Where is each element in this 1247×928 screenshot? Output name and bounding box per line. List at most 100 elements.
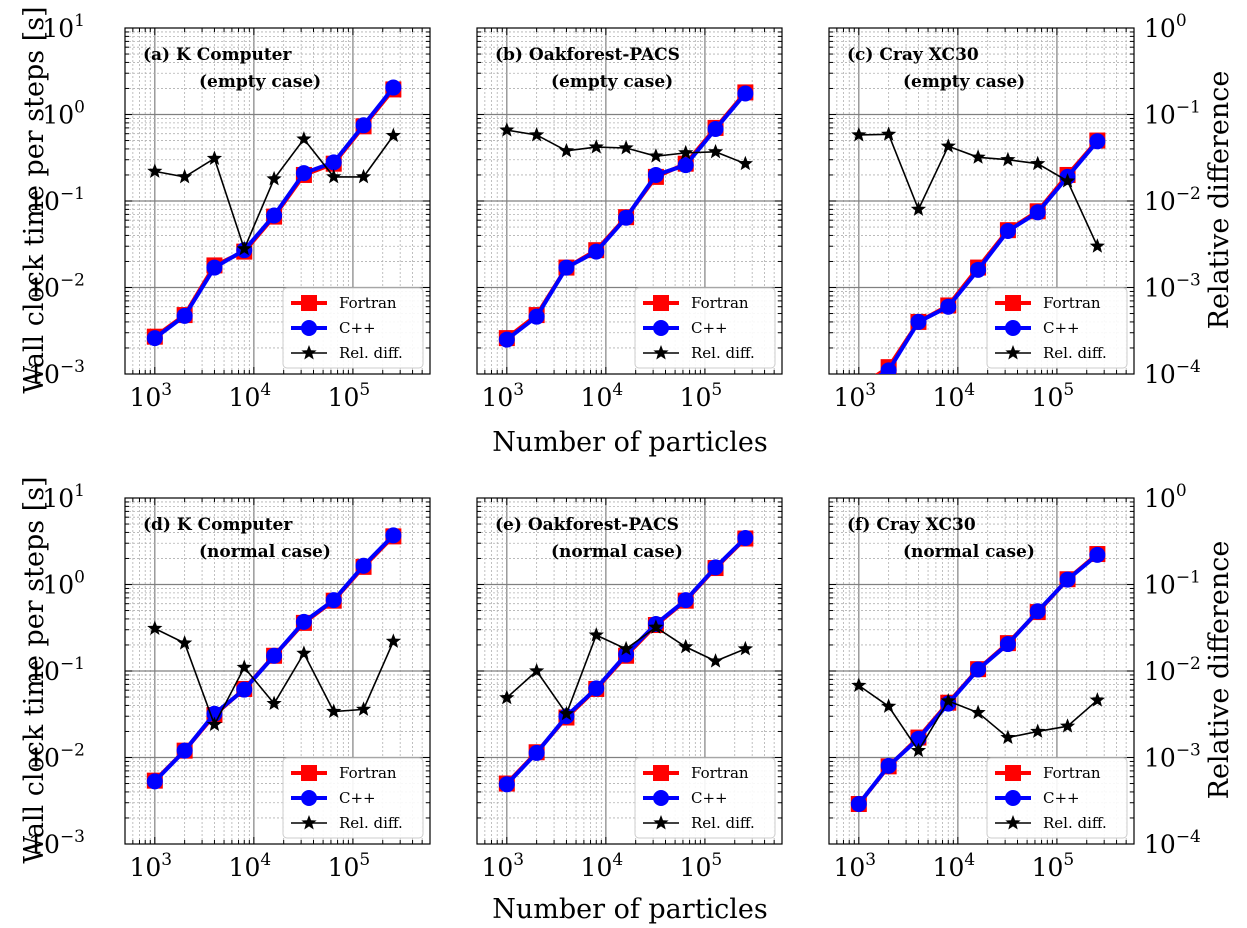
reldiff-point bbox=[558, 142, 575, 158]
reldiff-point bbox=[1030, 723, 1046, 738]
reldiff-point bbox=[355, 168, 372, 184]
panel-subtitle: (normal case) bbox=[551, 542, 683, 562]
plot-area bbox=[850, 546, 1106, 813]
reldiff-point bbox=[678, 144, 694, 160]
legend-entry: Rel. diff. bbox=[643, 814, 755, 832]
legend-entry: Fortran bbox=[643, 764, 749, 782]
cpp-point bbox=[1089, 133, 1106, 150]
legend-marker bbox=[1005, 295, 1021, 311]
legend-marker bbox=[301, 790, 317, 806]
reldiff-point bbox=[499, 122, 515, 137]
cpp-point bbox=[558, 259, 575, 276]
legend-entry: C++ bbox=[643, 319, 728, 337]
panel-title: (e) Oakforest-PACS bbox=[495, 515, 679, 535]
reldiff-point bbox=[1089, 238, 1105, 253]
cpp-point bbox=[647, 166, 664, 183]
cpp-point bbox=[940, 298, 957, 315]
panel-title: (a) K Computer bbox=[143, 45, 292, 65]
x-axis-label-bottom: Number of particles bbox=[492, 894, 768, 925]
reldiff-point bbox=[385, 127, 401, 143]
series-reldiff bbox=[147, 620, 401, 732]
cpp-point bbox=[146, 773, 163, 790]
reldiff-point bbox=[1000, 729, 1016, 745]
legend-box bbox=[986, 757, 1128, 839]
x-tick-label: 103 bbox=[481, 850, 524, 882]
legend-label: Rel. diff. bbox=[691, 814, 755, 832]
panels: 103 104 105 10−3 10−2 10−1 100 101 (a) K Compute… bbox=[28, 11, 1201, 882]
reldiff-point bbox=[177, 635, 193, 650]
reldiff-point bbox=[266, 170, 282, 186]
x-tick-label: 105 bbox=[328, 380, 371, 412]
y-axis-label-right-bottom: Relative difference bbox=[1204, 541, 1235, 800]
reldiff-point bbox=[618, 139, 634, 155]
legend-entry: Fortran bbox=[643, 294, 749, 312]
cpp-point bbox=[707, 120, 724, 137]
cpp-point bbox=[385, 527, 402, 544]
x-tick-label: 104 bbox=[229, 850, 272, 882]
cpp-point bbox=[737, 85, 754, 102]
series-line bbox=[154, 627, 395, 727]
reldiff-point bbox=[707, 653, 724, 668]
cpp-point bbox=[266, 207, 283, 224]
y-tick-label: 100 bbox=[42, 568, 85, 600]
reldiff-point bbox=[648, 148, 664, 163]
legend-label: Rel. diff. bbox=[339, 344, 403, 362]
reldiff-point bbox=[881, 698, 897, 713]
legend-marker bbox=[653, 815, 669, 830]
reldiff-point bbox=[707, 143, 724, 159]
cpp-point bbox=[1029, 603, 1046, 620]
legend: Fortran C++ Rel. diff. bbox=[986, 757, 1128, 839]
legend-entry: Rel. diff. bbox=[291, 814, 403, 832]
y-tick-label: 101 bbox=[42, 481, 85, 513]
reldiff-point bbox=[236, 659, 252, 674]
cpp-point bbox=[385, 79, 402, 96]
legend-marker bbox=[301, 295, 317, 311]
legend-label: C++ bbox=[691, 319, 728, 337]
legend-entry: Rel. diff. bbox=[643, 344, 755, 362]
plot-area bbox=[146, 79, 402, 347]
legend-label: C++ bbox=[1043, 319, 1080, 337]
x-tick-label: 103 bbox=[481, 380, 524, 412]
y2-tick-label: 10−4 bbox=[1144, 827, 1201, 859]
legend-label: Fortran bbox=[691, 764, 749, 782]
legend-entry: Rel. diff. bbox=[995, 814, 1107, 832]
y2-tick-label: 10−3 bbox=[1144, 741, 1201, 773]
cpp-point bbox=[880, 362, 897, 374]
ticks bbox=[477, 497, 782, 845]
legend-box bbox=[282, 287, 424, 369]
y2-tick-label: 100 bbox=[1144, 481, 1187, 513]
legend-label: C++ bbox=[339, 319, 376, 337]
plot-area bbox=[146, 527, 402, 790]
legend: Fortran C++ Rel. diff. bbox=[634, 757, 776, 839]
x-tick-label: 103 bbox=[129, 380, 172, 412]
series-reldiff bbox=[147, 127, 401, 256]
cpp-point bbox=[999, 636, 1016, 653]
reldiff-point bbox=[206, 716, 223, 732]
reldiff-point bbox=[355, 701, 372, 716]
cpp-point bbox=[1059, 571, 1076, 588]
cpp-point bbox=[236, 681, 253, 698]
reldiff-point bbox=[881, 126, 897, 141]
panel-subtitle: (normal case) bbox=[199, 542, 331, 562]
reldiff-point bbox=[940, 138, 956, 153]
chart-panel-b: 103 104 105 (b) Oakforest-PACS (empty case) F… bbox=[476, 27, 783, 412]
x-tick-label: 105 bbox=[680, 850, 723, 882]
legend-marker bbox=[653, 345, 669, 360]
reldiff-point bbox=[970, 704, 986, 720]
series-c++ bbox=[878, 133, 1106, 374]
reldiff-point bbox=[529, 663, 545, 678]
y-tick-label: 10−3 bbox=[28, 357, 85, 389]
reldiff-point bbox=[851, 677, 867, 692]
reldiff-point bbox=[326, 703, 342, 718]
legend-marker bbox=[301, 815, 317, 830]
legend-marker bbox=[301, 765, 317, 781]
x-tick-label: 105 bbox=[328, 850, 371, 882]
reldiff-point bbox=[737, 640, 753, 656]
cpp-point bbox=[999, 222, 1016, 239]
reldiff-point bbox=[1059, 173, 1076, 188]
ticks bbox=[125, 27, 430, 375]
legend-label: Fortran bbox=[1043, 294, 1101, 312]
reldiff-point bbox=[648, 619, 664, 634]
legend-label: C++ bbox=[339, 789, 376, 807]
x-tick-label: 104 bbox=[581, 380, 624, 412]
